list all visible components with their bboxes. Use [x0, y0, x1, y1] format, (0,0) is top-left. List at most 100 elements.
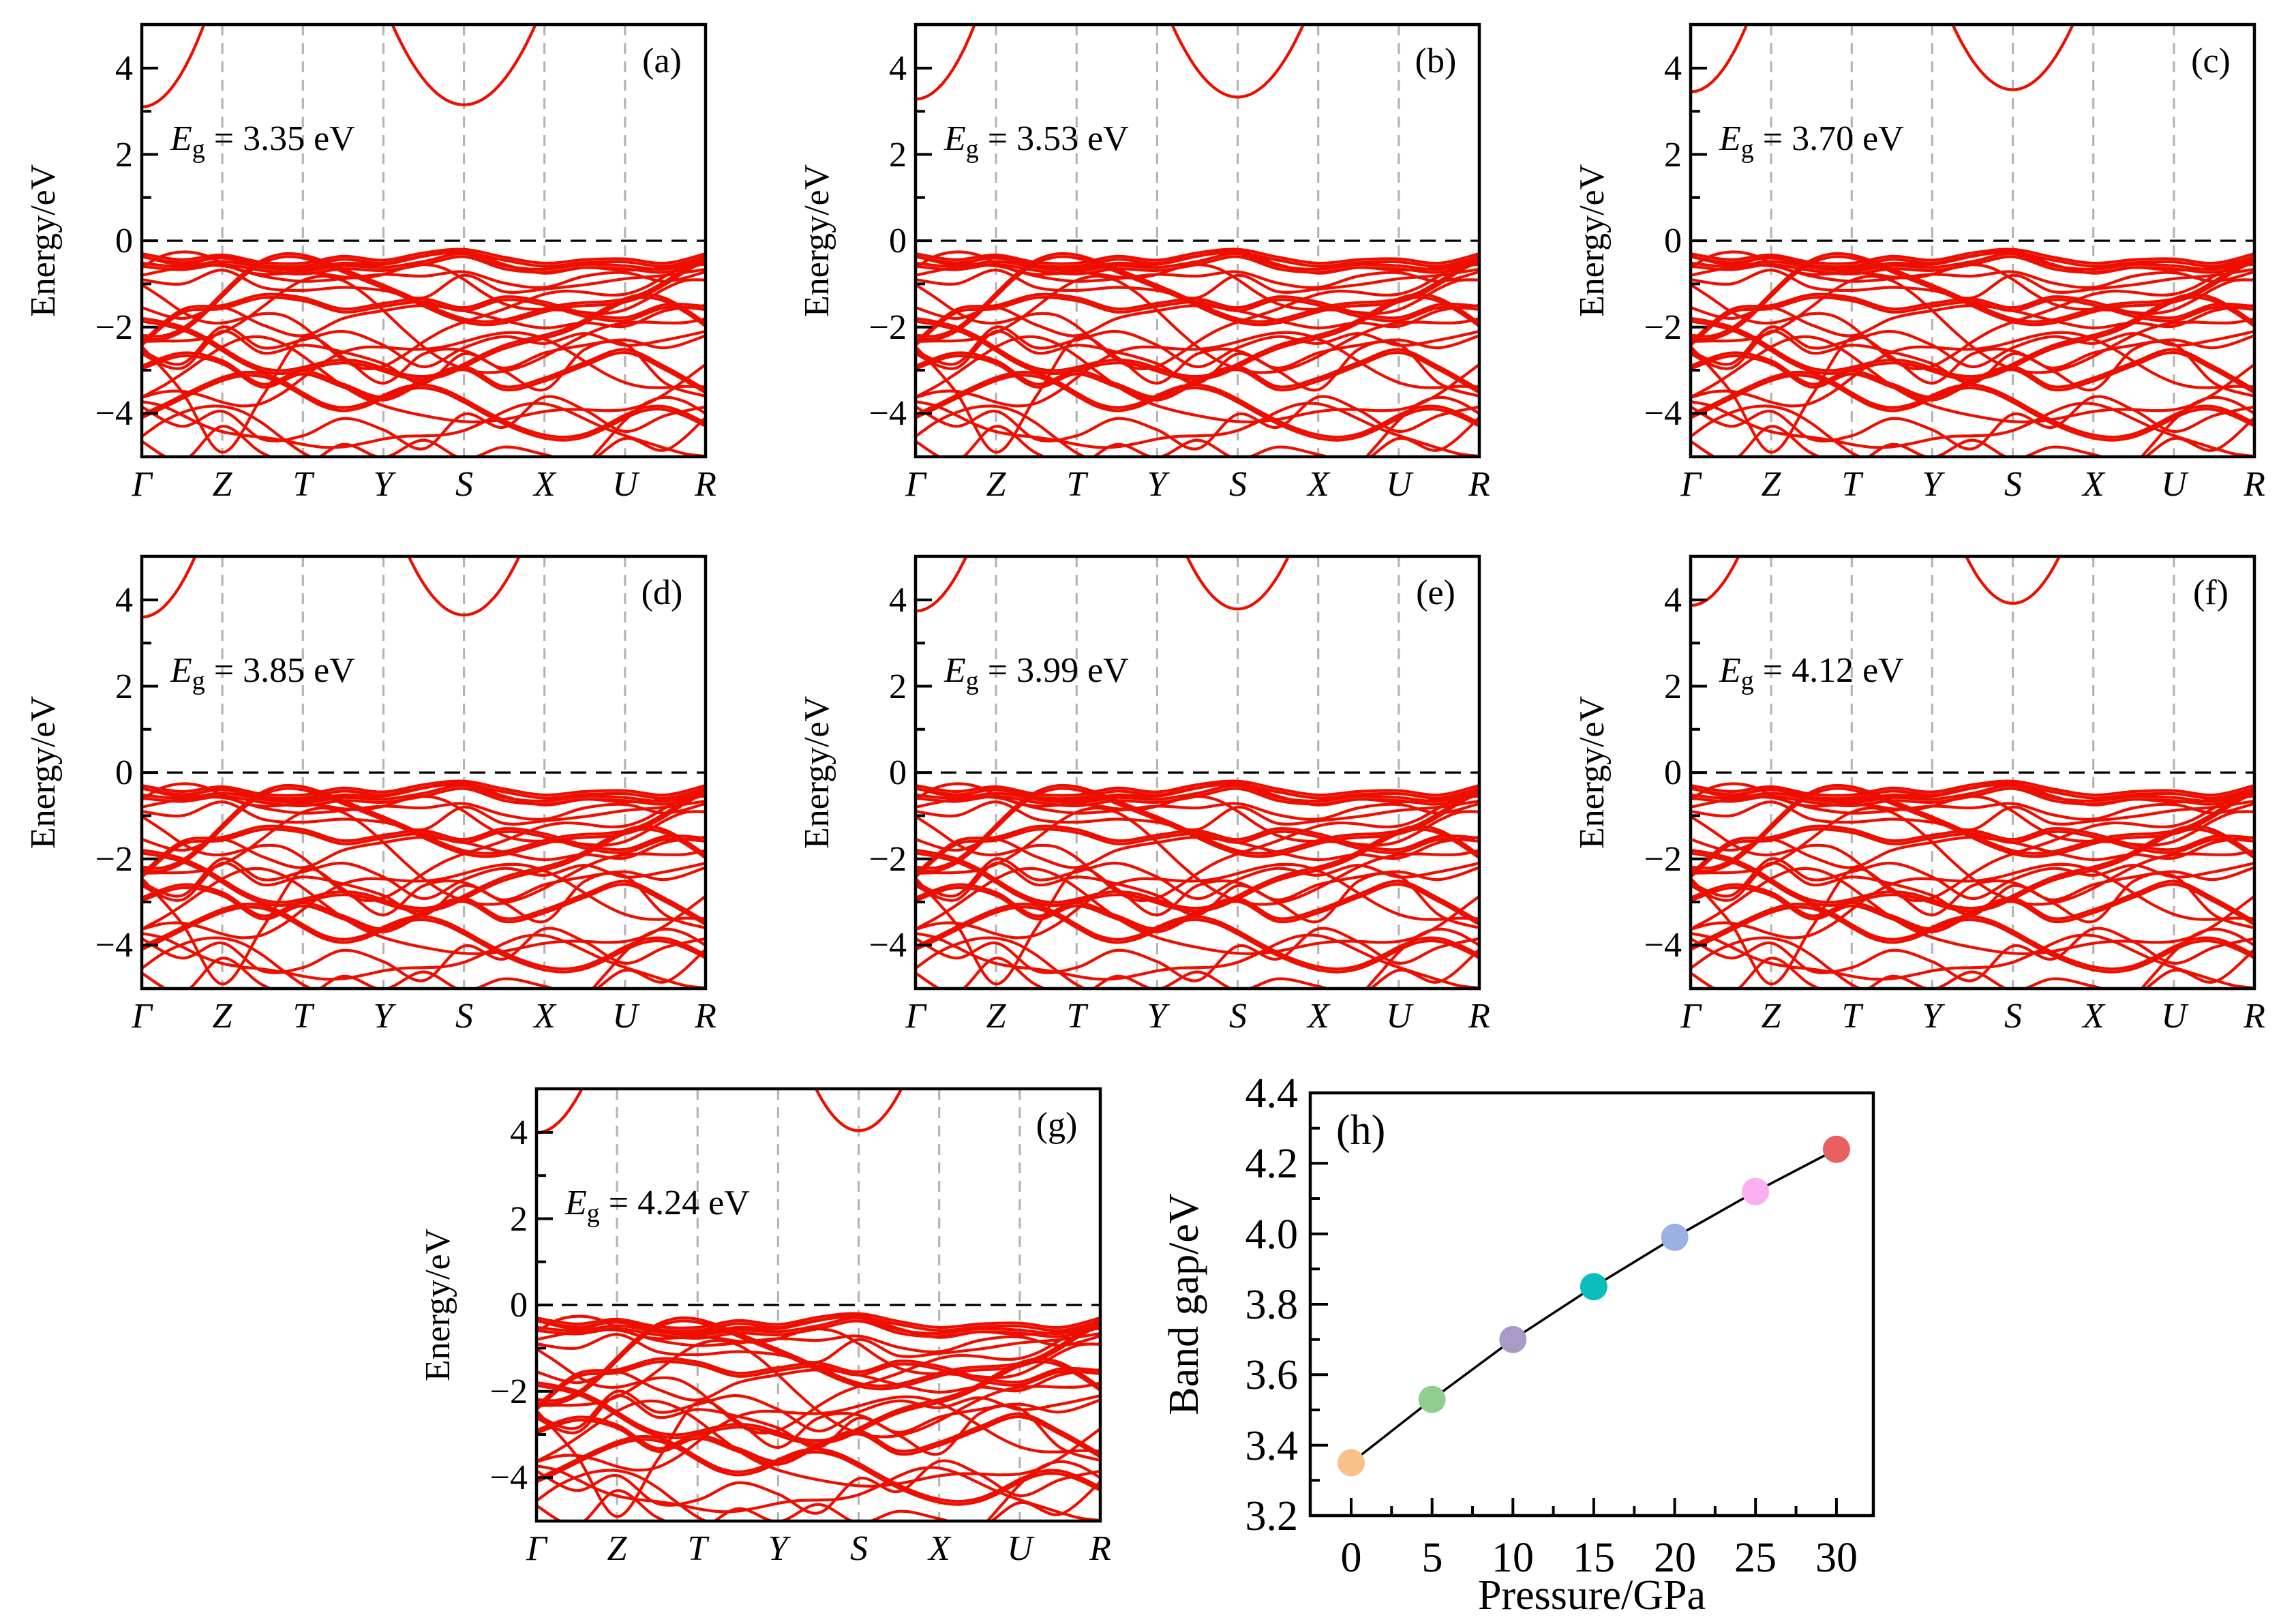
- svg-text:T: T: [1067, 997, 1089, 1036]
- svg-text:S: S: [1229, 465, 1247, 504]
- svg-text:X: X: [2081, 997, 2106, 1036]
- svg-text:2: 2: [115, 667, 133, 706]
- svg-text:Eg = 3.99 eV: Eg = 3.99 eV: [943, 651, 1129, 695]
- svg-text:−2: −2: [1644, 840, 1682, 879]
- svg-text:R: R: [1468, 997, 1490, 1036]
- svg-text:4.4: 4.4: [1245, 1070, 1299, 1117]
- svg-text:(d): (d): [641, 573, 683, 612]
- svg-text:T: T: [293, 465, 315, 504]
- svg-text:(g): (g): [1036, 1106, 1078, 1145]
- svg-text:R: R: [1089, 1529, 1111, 1568]
- svg-text:Z: Z: [213, 997, 233, 1036]
- svg-text:Energy/eV: Energy/eV: [24, 696, 63, 849]
- svg-text:Energy/eV: Energy/eV: [419, 1229, 457, 1381]
- svg-text:Z: Z: [1762, 465, 1782, 504]
- svg-text:Z: Z: [986, 997, 1007, 1036]
- svg-text:4.2: 4.2: [1245, 1141, 1299, 1187]
- svg-text:20: 20: [1654, 1535, 1696, 1581]
- svg-text:−4: −4: [1644, 926, 1682, 965]
- svg-text:0: 0: [510, 1286, 528, 1325]
- svg-text:X: X: [532, 997, 557, 1036]
- svg-text:−4: −4: [95, 394, 133, 433]
- svg-text:Γ: Γ: [905, 465, 927, 504]
- svg-text:−2: −2: [95, 308, 133, 347]
- svg-text:R: R: [694, 997, 716, 1036]
- svg-text:Y: Y: [1147, 465, 1170, 504]
- svg-text:S: S: [455, 997, 473, 1036]
- svg-text:U: U: [1386, 997, 1414, 1036]
- svg-text:2: 2: [1664, 136, 1682, 175]
- svg-text:(f): (f): [2193, 573, 2229, 612]
- svg-text:Y: Y: [374, 465, 397, 504]
- svg-text:0: 0: [1664, 222, 1682, 260]
- svg-text:Eg = 3.85 eV: Eg = 3.85 eV: [170, 651, 355, 695]
- svg-text:Energy/eV: Energy/eV: [798, 164, 836, 317]
- svg-text:4: 4: [889, 49, 907, 88]
- svg-text:T: T: [1842, 997, 1864, 1036]
- svg-text:U: U: [612, 465, 640, 504]
- svg-text:0: 0: [889, 222, 907, 260]
- svg-text:3.8: 3.8: [1245, 1282, 1299, 1328]
- svg-text:S: S: [2004, 465, 2022, 504]
- svg-text:Z: Z: [607, 1529, 628, 1568]
- svg-text:X: X: [532, 465, 557, 504]
- svg-text:15: 15: [1573, 1535, 1615, 1581]
- svg-text:U: U: [2161, 997, 2189, 1036]
- svg-text:(a): (a): [642, 42, 682, 80]
- svg-text:2: 2: [1664, 667, 1682, 706]
- svg-text:Eg = 3.35 eV: Eg = 3.35 eV: [170, 119, 355, 164]
- svg-text:Z: Z: [1762, 997, 1782, 1036]
- svg-text:U: U: [612, 997, 640, 1036]
- svg-text:−2: −2: [490, 1372, 528, 1411]
- svg-text:Y: Y: [1922, 465, 1946, 504]
- svg-text:Eg = 4.12 eV: Eg = 4.12 eV: [1719, 651, 1904, 695]
- svg-text:(c): (c): [2191, 42, 2231, 80]
- svg-text:Y: Y: [374, 997, 397, 1036]
- svg-text:U: U: [2161, 465, 2189, 504]
- svg-text:Z: Z: [213, 465, 233, 504]
- svg-text:Energy/eV: Energy/eV: [1573, 696, 1612, 849]
- svg-text:S: S: [455, 465, 473, 504]
- svg-text:X: X: [2081, 465, 2106, 504]
- svg-text:Eg = 3.70 eV: Eg = 3.70 eV: [1719, 119, 1904, 164]
- svg-text:4: 4: [1664, 49, 1682, 88]
- svg-text:10: 10: [1492, 1535, 1534, 1581]
- svg-text:(b): (b): [1415, 42, 1457, 80]
- svg-text:2: 2: [510, 1200, 528, 1239]
- svg-text:S: S: [850, 1529, 868, 1568]
- svg-text:Eg = 3.53 eV: Eg = 3.53 eV: [943, 119, 1129, 164]
- svg-text:R: R: [2243, 997, 2265, 1036]
- svg-text:S: S: [2004, 997, 2022, 1036]
- svg-text:Z: Z: [986, 465, 1007, 504]
- svg-text:T: T: [688, 1529, 710, 1568]
- svg-text:Y: Y: [1922, 997, 1946, 1036]
- svg-text:R: R: [694, 465, 716, 504]
- svg-text:4: 4: [510, 1113, 528, 1152]
- svg-text:−4: −4: [869, 394, 907, 433]
- svg-text:4: 4: [115, 49, 133, 88]
- svg-text:R: R: [1468, 465, 1490, 504]
- svg-text:T: T: [1067, 465, 1089, 504]
- svg-text:T: T: [293, 997, 315, 1036]
- svg-text:4: 4: [1664, 581, 1682, 620]
- svg-text:−4: −4: [95, 926, 133, 965]
- svg-text:R: R: [2243, 465, 2265, 504]
- svg-text:4: 4: [115, 581, 133, 620]
- svg-text:0: 0: [1341, 1535, 1362, 1581]
- svg-text:Energy/eV: Energy/eV: [798, 696, 836, 849]
- svg-text:5: 5: [1422, 1535, 1443, 1581]
- svg-text:2: 2: [115, 136, 133, 175]
- svg-text:X: X: [1306, 997, 1331, 1036]
- svg-text:3.4: 3.4: [1245, 1423, 1299, 1469]
- svg-text:0: 0: [889, 753, 907, 792]
- svg-text:Y: Y: [768, 1529, 791, 1568]
- svg-text:25: 25: [1734, 1535, 1777, 1581]
- svg-text:Γ: Γ: [526, 1529, 548, 1568]
- svg-text:(e): (e): [1416, 573, 1455, 612]
- svg-text:−2: −2: [95, 840, 133, 879]
- svg-text:−4: −4: [1644, 394, 1682, 433]
- svg-text:Γ: Γ: [131, 997, 153, 1036]
- svg-text:Γ: Γ: [1680, 465, 1702, 504]
- svg-text:4.0: 4.0: [1245, 1212, 1299, 1258]
- svg-text:U: U: [1007, 1529, 1035, 1568]
